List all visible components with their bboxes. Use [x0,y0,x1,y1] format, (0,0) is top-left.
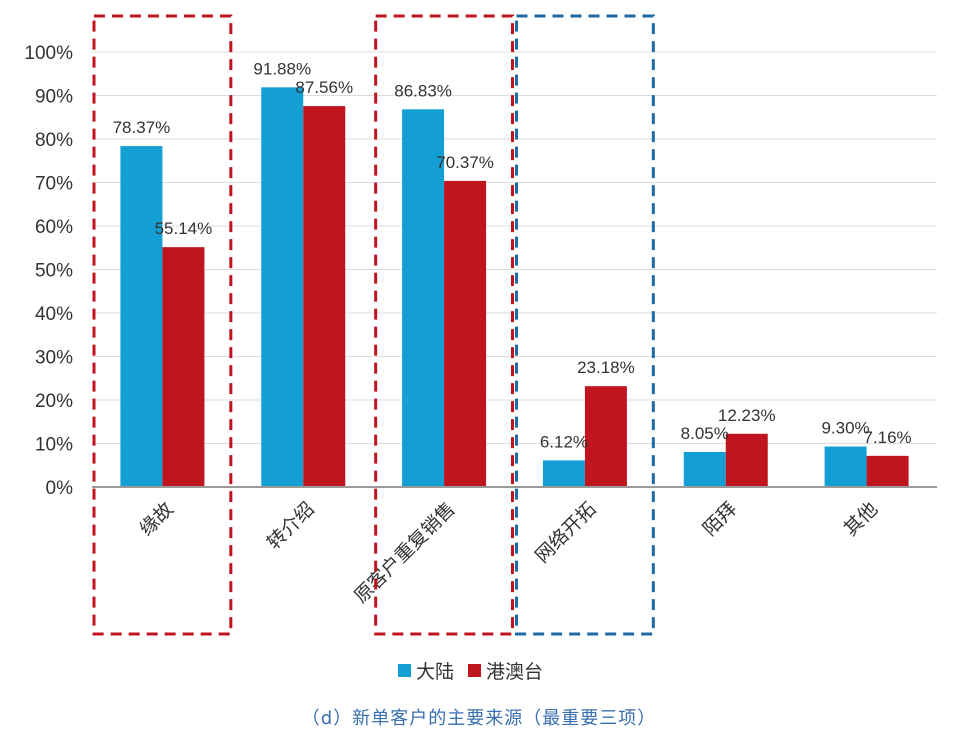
y-tick-label: 50% [35,261,73,282]
bar-series-1 [402,109,445,488]
x-category-label: 转介绍 [263,498,319,554]
chart-caption: （d）新单客户的主要来源（最重要三项） [301,708,657,729]
gridlines [92,51,937,444]
bar-series-2 [303,106,346,487]
legend-item-series-2: 港澳台 [468,657,543,684]
data-label-series-1: 78.37% [113,118,171,137]
y-tick-label: 70% [35,174,73,195]
x-category-label: 陌拜 [699,498,741,540]
data-labels: 78.37% 91.88% 86.83% 6.12% 8.05% 9.30% 55.14% 8… [113,59,912,451]
data-label-series-1: 6.12% [540,432,588,451]
y-tick-label: 20% [35,391,73,412]
y-tick-label: 90% [35,87,73,108]
bar-chart: 0% 10% 20% 30% 40% 50% 60% 70% 80% 90% 100% 78.37%… [24,14,937,636]
data-label-series-2: 12.23% [718,406,776,425]
x-category-label: 其他 [840,498,882,540]
x-axis-categories: 缘故 转介绍 原客户重复销售 网络开拓 陌拜 其他 [136,498,883,608]
bar-series-1 [824,446,867,487]
x-category-label: 网络开拓 [531,498,600,567]
legend-swatch-series-2 [468,664,482,677]
bar-series-2 [725,433,768,487]
bars [120,87,909,488]
data-label-series-2: 7.16% [863,428,911,447]
data-label-series-2: 23.18% [577,358,635,377]
data-label-series-2: 87.56% [295,78,353,97]
bar-series-1 [683,451,726,487]
legend-label-series-2: 港澳台 [486,661,544,683]
highlight-box [515,14,655,636]
y-tick-label: 40% [35,304,73,325]
data-label-series-2: 70.37% [436,153,494,172]
y-tick-label: 0% [46,478,74,499]
x-category-label: 缘故 [136,498,178,540]
data-label-series-1: 8.05% [681,424,729,443]
bar-series-1 [261,87,304,488]
data-label-series-2: 55.14% [155,219,213,238]
data-label-series-1: 86.83% [394,81,452,100]
y-tick-label: 80% [35,130,73,151]
y-tick-label: 30% [35,348,73,369]
bar-series-1 [120,146,163,487]
x-category-label: 原客户重复销售 [350,498,460,608]
y-tick-label: 100% [24,43,73,64]
y-tick-label: 60% [35,217,73,238]
data-label-series-1: 9.30% [821,419,869,438]
bar-series-2 [444,180,487,487]
legend-swatch-series-1 [398,664,411,677]
legend: 大陆 港澳台 [398,657,557,684]
bar-series-1 [542,460,585,487]
bar-series-2 [866,455,909,487]
bar-series-2 [584,386,627,487]
data-label-series-1: 91.88% [253,59,311,78]
legend-label-series-1: 大陆 [416,661,455,683]
y-tick-label: 10% [35,435,73,456]
legend-item-series-1: 大陆 [398,657,454,684]
bar-series-2 [162,247,205,487]
y-axis-ticks: 0% 10% 20% 30% 40% 50% 60% 70% 80% 90% 100% [24,43,73,499]
